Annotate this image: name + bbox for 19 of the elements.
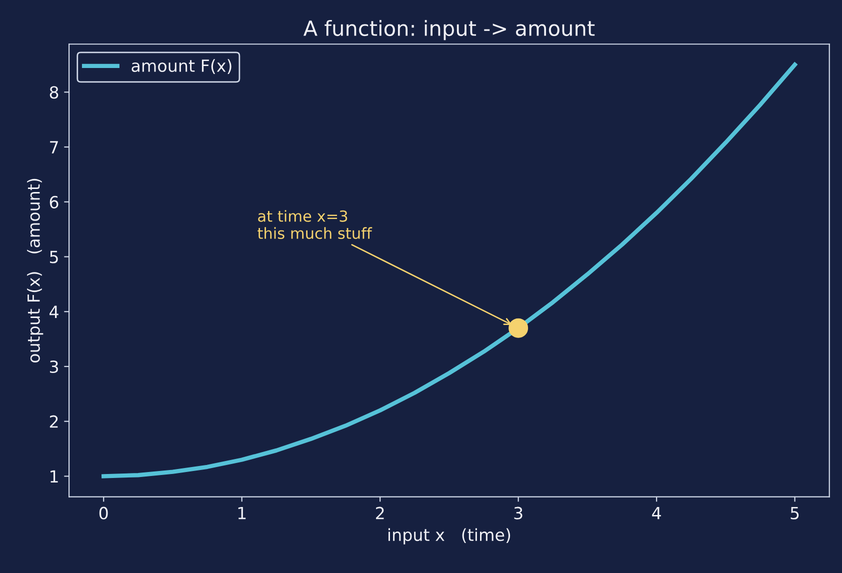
legend-label: amount F(x) [132,59,232,74]
x-axis-title: input x (time) [388,528,510,544]
x-tick-label: 3 [514,506,522,520]
y-tick-label: 7 [50,141,58,154]
x-tick-label: 2 [376,506,384,520]
y-tick-label: 3 [50,360,58,374]
y-tick-label: 6 [50,196,58,208]
y-tick-label: 4 [50,306,58,318]
y-tick-label: 5 [50,250,58,264]
y-axis-title: output F(x) (amount) [27,178,44,362]
x-tick-label: 4 [652,507,661,520]
x-tick-label: 1 [238,507,246,520]
x-tick-label: 0 [99,506,108,520]
chart-title: A function: input -> amount [303,20,595,40]
y-tick-label: 2 [50,415,58,428]
y-tick-label: 8 [50,86,58,99]
y-tick-label: 1 [50,470,58,483]
annotation: at time x=3 this much stuff [258,210,372,239]
x-tick-label: 5 [790,507,799,520]
